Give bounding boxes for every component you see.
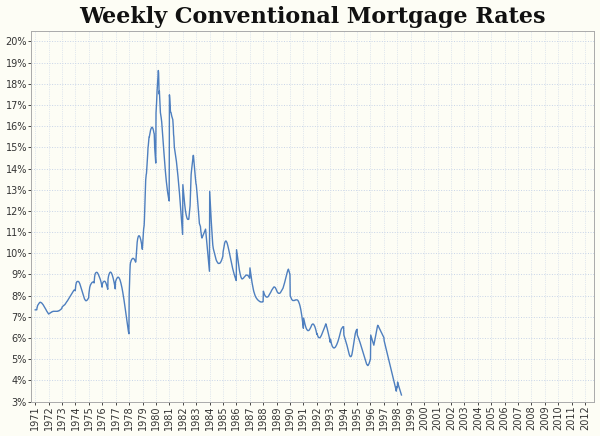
Title: Weekly Conventional Mortgage Rates: Weekly Conventional Mortgage Rates — [80, 6, 546, 27]
